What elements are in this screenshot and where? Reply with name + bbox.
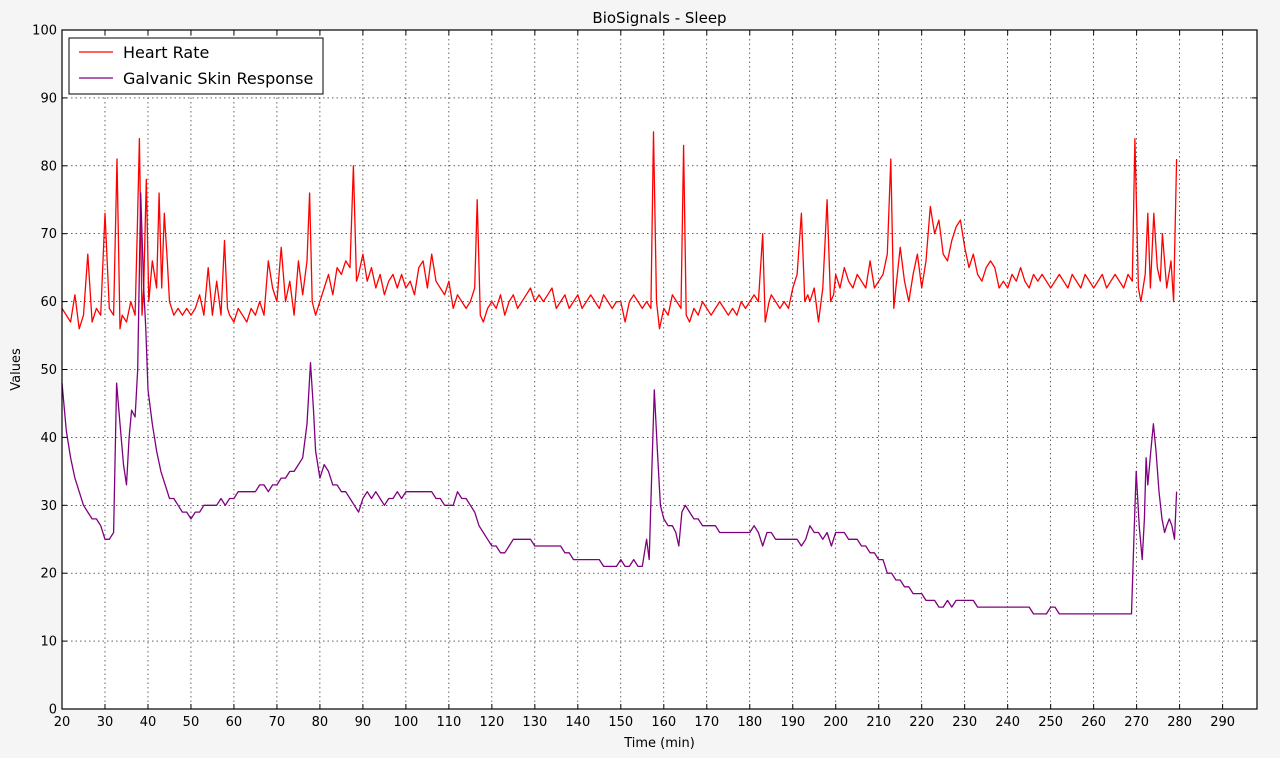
- x-tick-label-4: 60: [226, 715, 243, 730]
- legend: Heart Rate Galvanic Skin Response: [68, 37, 324, 95]
- x-tick-label-21: 230: [952, 715, 977, 730]
- x-tick-label-20: 220: [909, 715, 934, 730]
- chart-title: BioSignals - Sleep: [592, 9, 726, 27]
- y-axis-title: Values: [9, 348, 24, 391]
- y-tick-label-1: 10: [40, 635, 57, 650]
- x-tick-label-17: 190: [780, 715, 805, 730]
- x-tick-label-23: 250: [1038, 715, 1063, 730]
- y-tick-label-4: 40: [40, 431, 57, 446]
- x-tick-label-9: 110: [436, 715, 461, 730]
- x-tick-label-25: 270: [1124, 715, 1149, 730]
- x-tick-label-12: 140: [565, 715, 590, 730]
- x-tick-label-27: 290: [1210, 715, 1235, 730]
- series-line-1: [61, 192, 1178, 615]
- x-tick-label-0: 20: [54, 715, 71, 730]
- y-tick-label-8: 80: [40, 159, 57, 174]
- x-axis-title: Time (min): [623, 736, 695, 751]
- x-tick-label-26: 280: [1167, 715, 1192, 730]
- y-tick-label-9: 90: [40, 91, 57, 106]
- x-tick-label-2: 40: [140, 715, 157, 730]
- legend-label-1: Galvanic Skin Response: [123, 69, 313, 88]
- legend-label-0: Heart Rate: [123, 43, 209, 62]
- y-tick-label-10: 100: [32, 24, 57, 39]
- y-tick-label-6: 60: [40, 295, 57, 310]
- x-tick-label-22: 240: [995, 715, 1020, 730]
- legend-box: [68, 37, 324, 95]
- series-lines: [61, 131, 1178, 615]
- plot-background: [62, 30, 1257, 709]
- x-tick-label-16: 180: [737, 715, 762, 730]
- x-tick-label-24: 260: [1081, 715, 1106, 730]
- x-tick-label-11: 130: [522, 715, 547, 730]
- y-tick-label-0: 0: [49, 703, 57, 718]
- x-tick-label-10: 120: [479, 715, 504, 730]
- x-tick-label-3: 50: [183, 715, 200, 730]
- axis-ticks: 20 30 40 50 60 70 80 90 100 110 120 130 140 150 160 170…: [32, 24, 1257, 730]
- x-tick-label-6: 80: [312, 715, 329, 730]
- x-tick-label-5: 70: [269, 715, 286, 730]
- y-tick-label-2: 20: [40, 567, 57, 582]
- series-line-0: [61, 131, 1178, 330]
- y-tick-label-5: 50: [40, 363, 57, 378]
- x-tick-label-18: 200: [823, 715, 848, 730]
- x-tick-label-14: 160: [651, 715, 676, 730]
- x-tick-label-7: 90: [355, 715, 372, 730]
- x-tick-label-1: 30: [97, 715, 114, 730]
- x-tick-label-19: 210: [866, 715, 891, 730]
- x-tick-label-13: 150: [608, 715, 633, 730]
- x-tick-label-8: 100: [393, 715, 418, 730]
- grid: [62, 30, 1257, 709]
- y-tick-label-7: 70: [40, 227, 57, 242]
- y-tick-label-3: 30: [40, 499, 57, 514]
- x-tick-label-15: 170: [694, 715, 719, 730]
